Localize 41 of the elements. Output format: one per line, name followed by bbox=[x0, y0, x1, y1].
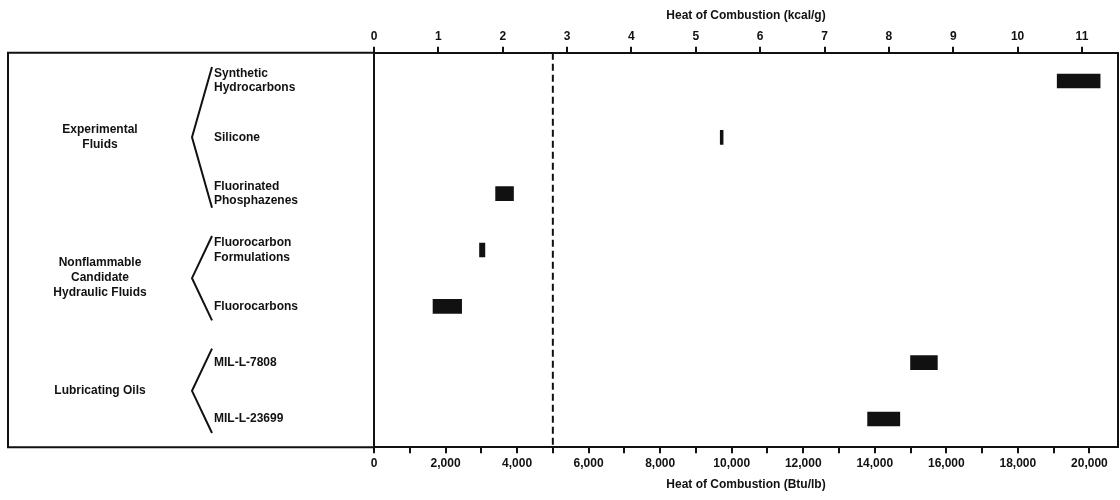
y-tick-label: Fluorinated Phosphazenes bbox=[214, 178, 299, 208]
bar bbox=[495, 186, 514, 201]
x-tick-label: 14,000 bbox=[856, 455, 894, 470]
x-tick-label: 8,000 bbox=[645, 455, 676, 470]
x2-tick-label: 3 bbox=[563, 28, 571, 43]
x-tick-label: 4,000 bbox=[502, 455, 533, 470]
y-tick-label: MIL-L-23699 bbox=[214, 411, 284, 426]
x2-tick-label: 8 bbox=[885, 28, 893, 43]
text: Nonflammable Candidate Hydraulic Fluids bbox=[53, 255, 147, 300]
x2-tick-label: 1 bbox=[435, 28, 443, 43]
bar bbox=[479, 242, 486, 258]
y-tick-label: Fluorocarbons bbox=[214, 298, 299, 313]
x-tick-label: 6,000 bbox=[573, 455, 604, 470]
bar bbox=[910, 355, 938, 371]
x2-tick-label: 11 bbox=[1075, 28, 1089, 43]
x2-tick-label: 2 bbox=[499, 28, 507, 43]
x2-tick-label: 10 bbox=[1010, 28, 1025, 43]
x-tick-label: 0 bbox=[370, 455, 378, 470]
x-tick-label: 18,000 bbox=[999, 455, 1037, 470]
x2-tick-label: 0 bbox=[370, 28, 378, 43]
x2-tick-label: 7 bbox=[821, 28, 829, 43]
y-tick-label: Fluorocarbon Formulations bbox=[214, 235, 292, 264]
x2-axis-title: Heat of Combustion (kcal/g) bbox=[666, 7, 826, 22]
y-tick-label: Synthetic Hydrocarbons bbox=[214, 66, 296, 95]
x2-tick-label: 6 bbox=[756, 28, 764, 43]
x-tick-label: 10,000 bbox=[713, 455, 751, 470]
text: Lubricating Oils bbox=[54, 383, 146, 398]
y-tick-label: MIL-L-7808 bbox=[214, 355, 277, 369]
x2-tick-label: 4 bbox=[628, 28, 636, 43]
x-tick-label: 12,000 bbox=[784, 455, 822, 470]
x-tick-label: 2,000 bbox=[430, 455, 461, 470]
x2-tick-label: 5 bbox=[692, 28, 700, 43]
x-tick-label: 16,000 bbox=[927, 455, 965, 470]
text: Experimental Fluids bbox=[62, 122, 138, 152]
bar bbox=[867, 411, 901, 427]
x2-tick-label: 9 bbox=[949, 28, 957, 43]
x-tick-label: 20,000 bbox=[1071, 455, 1109, 470]
bar bbox=[1056, 73, 1101, 89]
y-tick-label: Silicone bbox=[214, 129, 261, 144]
x-axis-title: Heat of Combustion (Btu/lb) bbox=[666, 477, 826, 492]
bar bbox=[432, 299, 462, 314]
